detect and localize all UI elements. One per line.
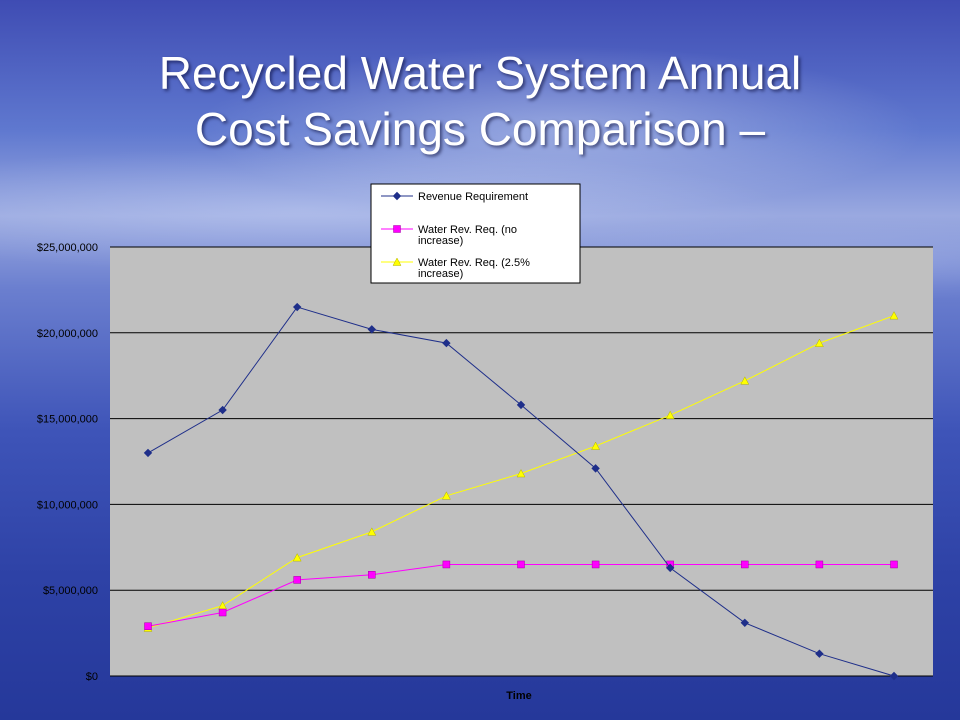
series-0 bbox=[143, 302, 899, 681]
series-1-point-0 bbox=[144, 622, 152, 630]
series-1-point-9 bbox=[815, 560, 824, 569]
legend-label-1-line-1: increase) bbox=[418, 235, 463, 247]
series-1-point-10 bbox=[890, 560, 898, 569]
series-0-point-3 bbox=[367, 325, 377, 334]
series-0-point-5 bbox=[516, 400, 526, 410]
slide-title-line-2: Cost Savings Comparison – bbox=[194, 103, 766, 155]
legend-label-0-line-0: Revenue Requirement bbox=[418, 191, 528, 203]
series-group bbox=[143, 302, 899, 681]
series-0-point-6 bbox=[591, 464, 600, 473]
series-1-point-3 bbox=[368, 571, 376, 579]
series-0-point-2 bbox=[292, 302, 302, 312]
series-1-point-5 bbox=[517, 560, 525, 569]
series-0-point-4 bbox=[442, 338, 451, 348]
y-tick-label-2: $10,000,000 bbox=[37, 499, 98, 511]
series-1-point-8 bbox=[741, 560, 749, 569]
series-2-point-4 bbox=[441, 491, 451, 500]
legend-label-2-line-1: increase) bbox=[418, 268, 463, 280]
legend-label-1-line-0: Water Rev. Req. (no bbox=[418, 224, 517, 236]
series-2-point-8 bbox=[740, 376, 750, 385]
series-2-point-2 bbox=[292, 553, 302, 562]
series-1-point-2 bbox=[293, 576, 301, 584]
slide-title: Recycled Water System Annual Cost Saving… bbox=[0, 45, 960, 157]
series-0-point-7 bbox=[665, 563, 675, 573]
legend-box bbox=[370, 183, 581, 284]
series-2-point-3 bbox=[367, 527, 377, 536]
series-2-point-10 bbox=[889, 311, 899, 320]
series-1-point-6 bbox=[591, 560, 600, 569]
y-tick-label-5: $25,000,000 bbox=[37, 242, 98, 254]
series-0-point-1 bbox=[218, 405, 227, 415]
legend-marker-0 bbox=[392, 191, 402, 201]
series-0-point-10 bbox=[889, 671, 899, 681]
legend-label-2-line-0: Water Rev. Req. (2.5% bbox=[418, 257, 530, 269]
legend-marker-2 bbox=[392, 257, 402, 266]
series-2-point-6 bbox=[591, 441, 601, 450]
series-0-point-9 bbox=[815, 649, 824, 658]
series-1-point-4 bbox=[442, 560, 451, 569]
y-tick-label-4: $20,000,000 bbox=[37, 328, 98, 340]
series-0-point-8 bbox=[740, 618, 750, 628]
plot-area bbox=[110, 247, 933, 676]
series-2-point-5 bbox=[516, 468, 526, 478]
series-0-point-0 bbox=[143, 448, 153, 458]
legend-marker-1 bbox=[393, 225, 401, 233]
series-2-point-7 bbox=[665, 410, 675, 419]
x-axis-label: Time bbox=[506, 690, 531, 702]
y-axis: $0 $5,000,000 $10,000,000 $15,000,000 $20,00… bbox=[37, 242, 98, 683]
y-tick-label-0: $0 bbox=[86, 671, 98, 683]
y-tick-label-3: $15,000,000 bbox=[37, 414, 98, 426]
series-1 bbox=[144, 560, 898, 630]
y-tick-label-1: $5,000,000 bbox=[43, 585, 98, 597]
slide-title-line-1: Recycled Water System Annual bbox=[158, 47, 802, 99]
series-2-point-9 bbox=[814, 338, 824, 347]
series-1-point-1 bbox=[218, 608, 227, 617]
